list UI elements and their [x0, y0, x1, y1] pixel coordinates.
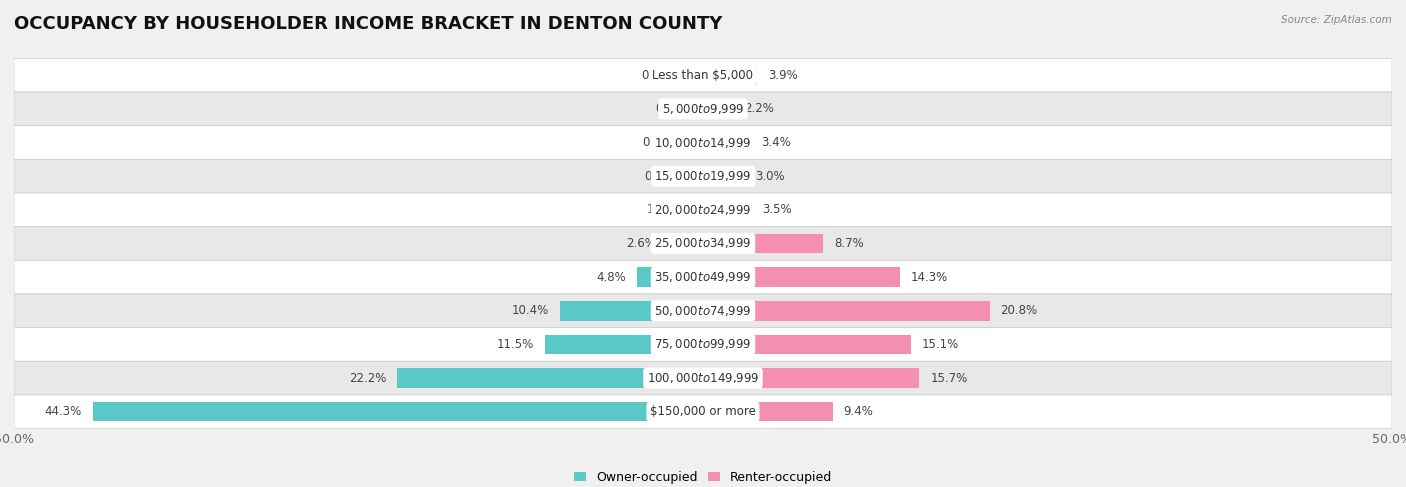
Text: 22.2%: 22.2% — [349, 372, 387, 385]
Bar — [690, 133, 703, 152]
Text: 44.3%: 44.3% — [45, 405, 82, 418]
Text: Less than $5,000: Less than $5,000 — [652, 69, 754, 82]
Bar — [703, 234, 823, 253]
Bar — [703, 66, 756, 85]
Bar — [560, 301, 703, 320]
Bar — [703, 200, 751, 220]
Text: $50,000 to $74,999: $50,000 to $74,999 — [654, 304, 752, 318]
Bar — [703, 335, 911, 354]
FancyBboxPatch shape — [14, 395, 1392, 429]
Bar — [692, 167, 703, 186]
Bar — [668, 234, 703, 253]
Text: 11.5%: 11.5% — [496, 338, 533, 351]
FancyBboxPatch shape — [14, 92, 1392, 126]
Text: $75,000 to $99,999: $75,000 to $99,999 — [654, 337, 752, 352]
Bar — [703, 301, 990, 320]
Text: $5,000 to $9,999: $5,000 to $9,999 — [662, 102, 744, 116]
Text: 2.6%: 2.6% — [626, 237, 657, 250]
Text: $35,000 to $49,999: $35,000 to $49,999 — [654, 270, 752, 284]
Text: 14.3%: 14.3% — [911, 271, 948, 283]
Bar — [703, 99, 734, 119]
Text: Source: ZipAtlas.com: Source: ZipAtlas.com — [1281, 15, 1392, 25]
Text: 3.4%: 3.4% — [761, 136, 790, 149]
FancyBboxPatch shape — [14, 159, 1392, 193]
FancyBboxPatch shape — [14, 361, 1392, 395]
Text: 0.99%: 0.99% — [641, 69, 678, 82]
Text: OCCUPANCY BY HOUSEHOLDER INCOME BRACKET IN DENTON COUNTY: OCCUPANCY BY HOUSEHOLDER INCOME BRACKET … — [14, 15, 723, 33]
Text: 0.5%: 0.5% — [655, 102, 685, 115]
Text: $10,000 to $14,999: $10,000 to $14,999 — [654, 135, 752, 150]
Bar — [703, 133, 749, 152]
FancyBboxPatch shape — [14, 226, 1392, 261]
Text: $20,000 to $24,999: $20,000 to $24,999 — [654, 203, 752, 217]
Bar — [93, 402, 703, 421]
FancyBboxPatch shape — [14, 328, 1392, 361]
Bar — [703, 402, 832, 421]
Bar — [703, 167, 744, 186]
Text: 9.4%: 9.4% — [844, 405, 873, 418]
Text: 0.79%: 0.79% — [644, 169, 681, 183]
Text: 4.8%: 4.8% — [596, 271, 626, 283]
Bar — [703, 267, 900, 287]
Text: 15.1%: 15.1% — [922, 338, 959, 351]
Bar — [689, 66, 703, 85]
Text: 3.0%: 3.0% — [755, 169, 785, 183]
Text: 8.7%: 8.7% — [834, 237, 863, 250]
Text: 20.8%: 20.8% — [1001, 304, 1038, 318]
Legend: Owner-occupied, Renter-occupied: Owner-occupied, Renter-occupied — [568, 466, 838, 487]
FancyBboxPatch shape — [14, 58, 1392, 92]
Text: 15.7%: 15.7% — [931, 372, 967, 385]
Bar — [703, 368, 920, 388]
FancyBboxPatch shape — [14, 294, 1392, 328]
Bar — [696, 99, 703, 119]
Bar — [688, 200, 703, 220]
Text: 2.2%: 2.2% — [744, 102, 775, 115]
Text: 1.1%: 1.1% — [647, 204, 676, 216]
Text: 0.95%: 0.95% — [641, 136, 679, 149]
Text: $25,000 to $34,999: $25,000 to $34,999 — [654, 237, 752, 250]
Text: 3.9%: 3.9% — [768, 69, 797, 82]
Text: $100,000 to $149,999: $100,000 to $149,999 — [647, 371, 759, 385]
FancyBboxPatch shape — [14, 261, 1392, 294]
Text: 3.5%: 3.5% — [762, 204, 792, 216]
FancyBboxPatch shape — [14, 126, 1392, 159]
Bar — [396, 368, 703, 388]
Text: $15,000 to $19,999: $15,000 to $19,999 — [654, 169, 752, 183]
Text: 10.4%: 10.4% — [512, 304, 548, 318]
FancyBboxPatch shape — [14, 193, 1392, 226]
Bar — [544, 335, 703, 354]
Bar — [637, 267, 703, 287]
Text: $150,000 or more: $150,000 or more — [650, 405, 756, 418]
